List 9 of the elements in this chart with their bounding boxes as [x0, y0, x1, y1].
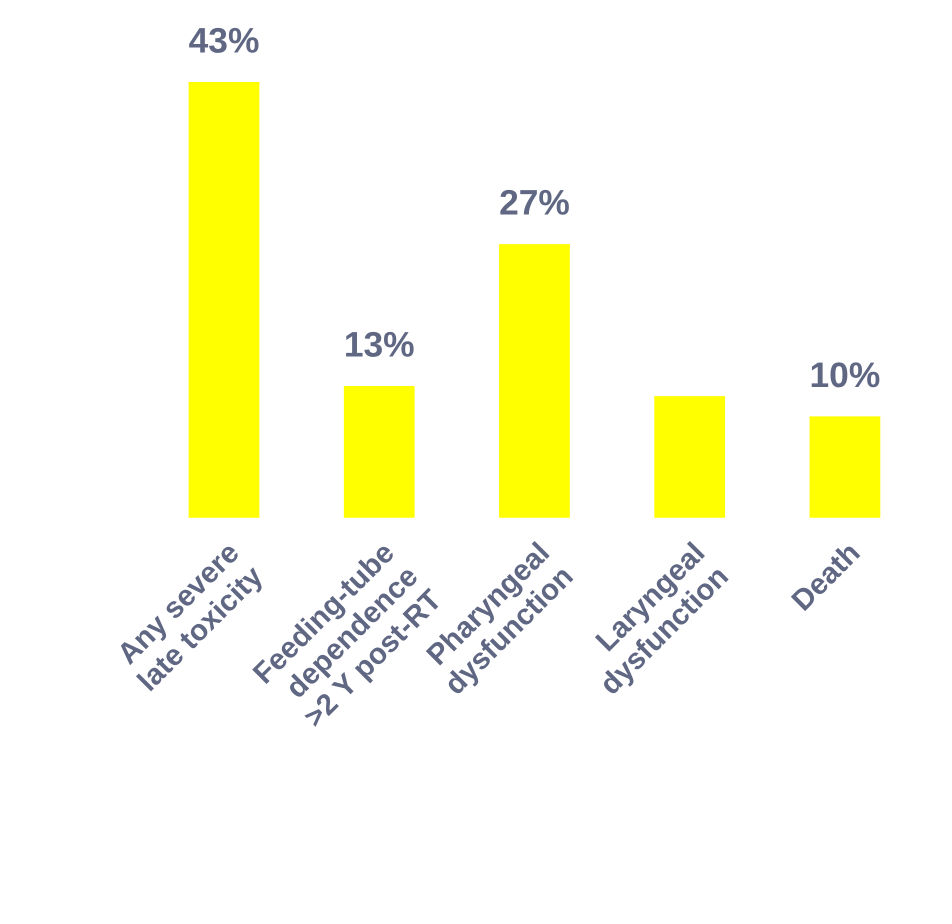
data-label: 10% [810, 356, 880, 395]
data-label: 43% [188, 22, 260, 61]
bar [188, 82, 260, 518]
bar [810, 416, 880, 518]
data-label: 13% [344, 326, 415, 365]
bar [344, 386, 415, 518]
bar [499, 244, 570, 518]
data-label: 27% [499, 184, 570, 223]
bar [654, 396, 726, 518]
